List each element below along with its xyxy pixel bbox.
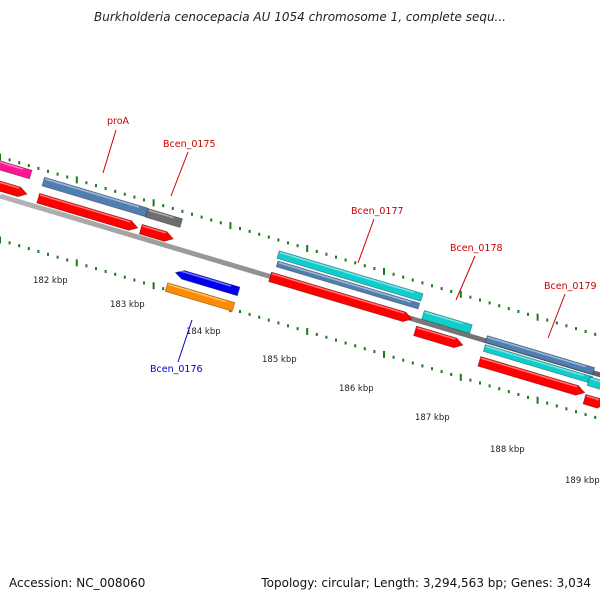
gene-label[interactable]: proA: [107, 116, 130, 127]
gene-feature-bcen0177[interactable]: [275, 260, 421, 310]
gene-feature-bcen0179-cds[interactable]: [477, 356, 586, 398]
gene-feature-bcen0178[interactable]: [421, 310, 473, 334]
gene-feature-red[interactable]: [0, 174, 28, 199]
gene-label-leader: [102, 129, 117, 174]
scale-label: 185 kbp: [262, 355, 297, 365]
scale-label: 187 kbp: [415, 413, 450, 423]
gene-feature-pink[interactable]: [0, 152, 33, 180]
gene-label[interactable]: Bcen_0176: [150, 364, 203, 375]
gene-feature-bcen0177-cds[interactable]: [268, 271, 414, 324]
gene-feature-bcen0177-outer[interactable]: [276, 250, 424, 302]
gene-feature-bcen0175[interactable]: [144, 208, 184, 228]
scale-label: 182 kbp: [33, 276, 68, 286]
scale-label: 186 kbp: [339, 384, 374, 394]
gene-feature-edge[interactable]: [586, 376, 600, 392]
gene-label-leader: [177, 319, 193, 363]
gene-label[interactable]: Bcen_0178: [450, 243, 503, 254]
gene-feature-edge-cds[interactable]: [582, 393, 600, 409]
gene-feature-bcen0179[interactable]: [484, 335, 596, 375]
gene-feature-bcen0176-cds[interactable]: [164, 282, 236, 312]
gene-label-leader: [357, 218, 375, 264]
gene-label-leader: [547, 293, 566, 339]
accession-text: Accession: NC_008060: [9, 576, 146, 590]
gene-label[interactable]: Bcen_0179: [544, 281, 597, 292]
gene-feature-bcen0176[interactable]: [174, 268, 241, 297]
map-title: Burkholderia cenocepacia AU 1054 chromos…: [94, 10, 506, 24]
scale-label: 184 kbp: [186, 327, 221, 337]
gene-feature-bcen0178-cds[interactable]: [413, 325, 465, 350]
gene-label[interactable]: Bcen_0177: [351, 206, 404, 217]
genome-summary-text: Topology: circular; Length: 3,294,563 bp…: [261, 576, 591, 590]
gene-feature-bcen0175-cds[interactable]: [138, 223, 175, 243]
scale-label: 188 kbp: [490, 445, 525, 455]
scale-label: 183 kbp: [110, 300, 145, 310]
gene-feature-proA[interactable]: [41, 176, 149, 218]
gene-label[interactable]: Bcen_0175: [163, 139, 216, 150]
gene-label-leader: [455, 255, 476, 301]
gene-label-leader: [170, 151, 189, 197]
scale-label: 189 kbp: [565, 476, 600, 486]
gene-feature-proA-cds[interactable]: [36, 192, 140, 232]
